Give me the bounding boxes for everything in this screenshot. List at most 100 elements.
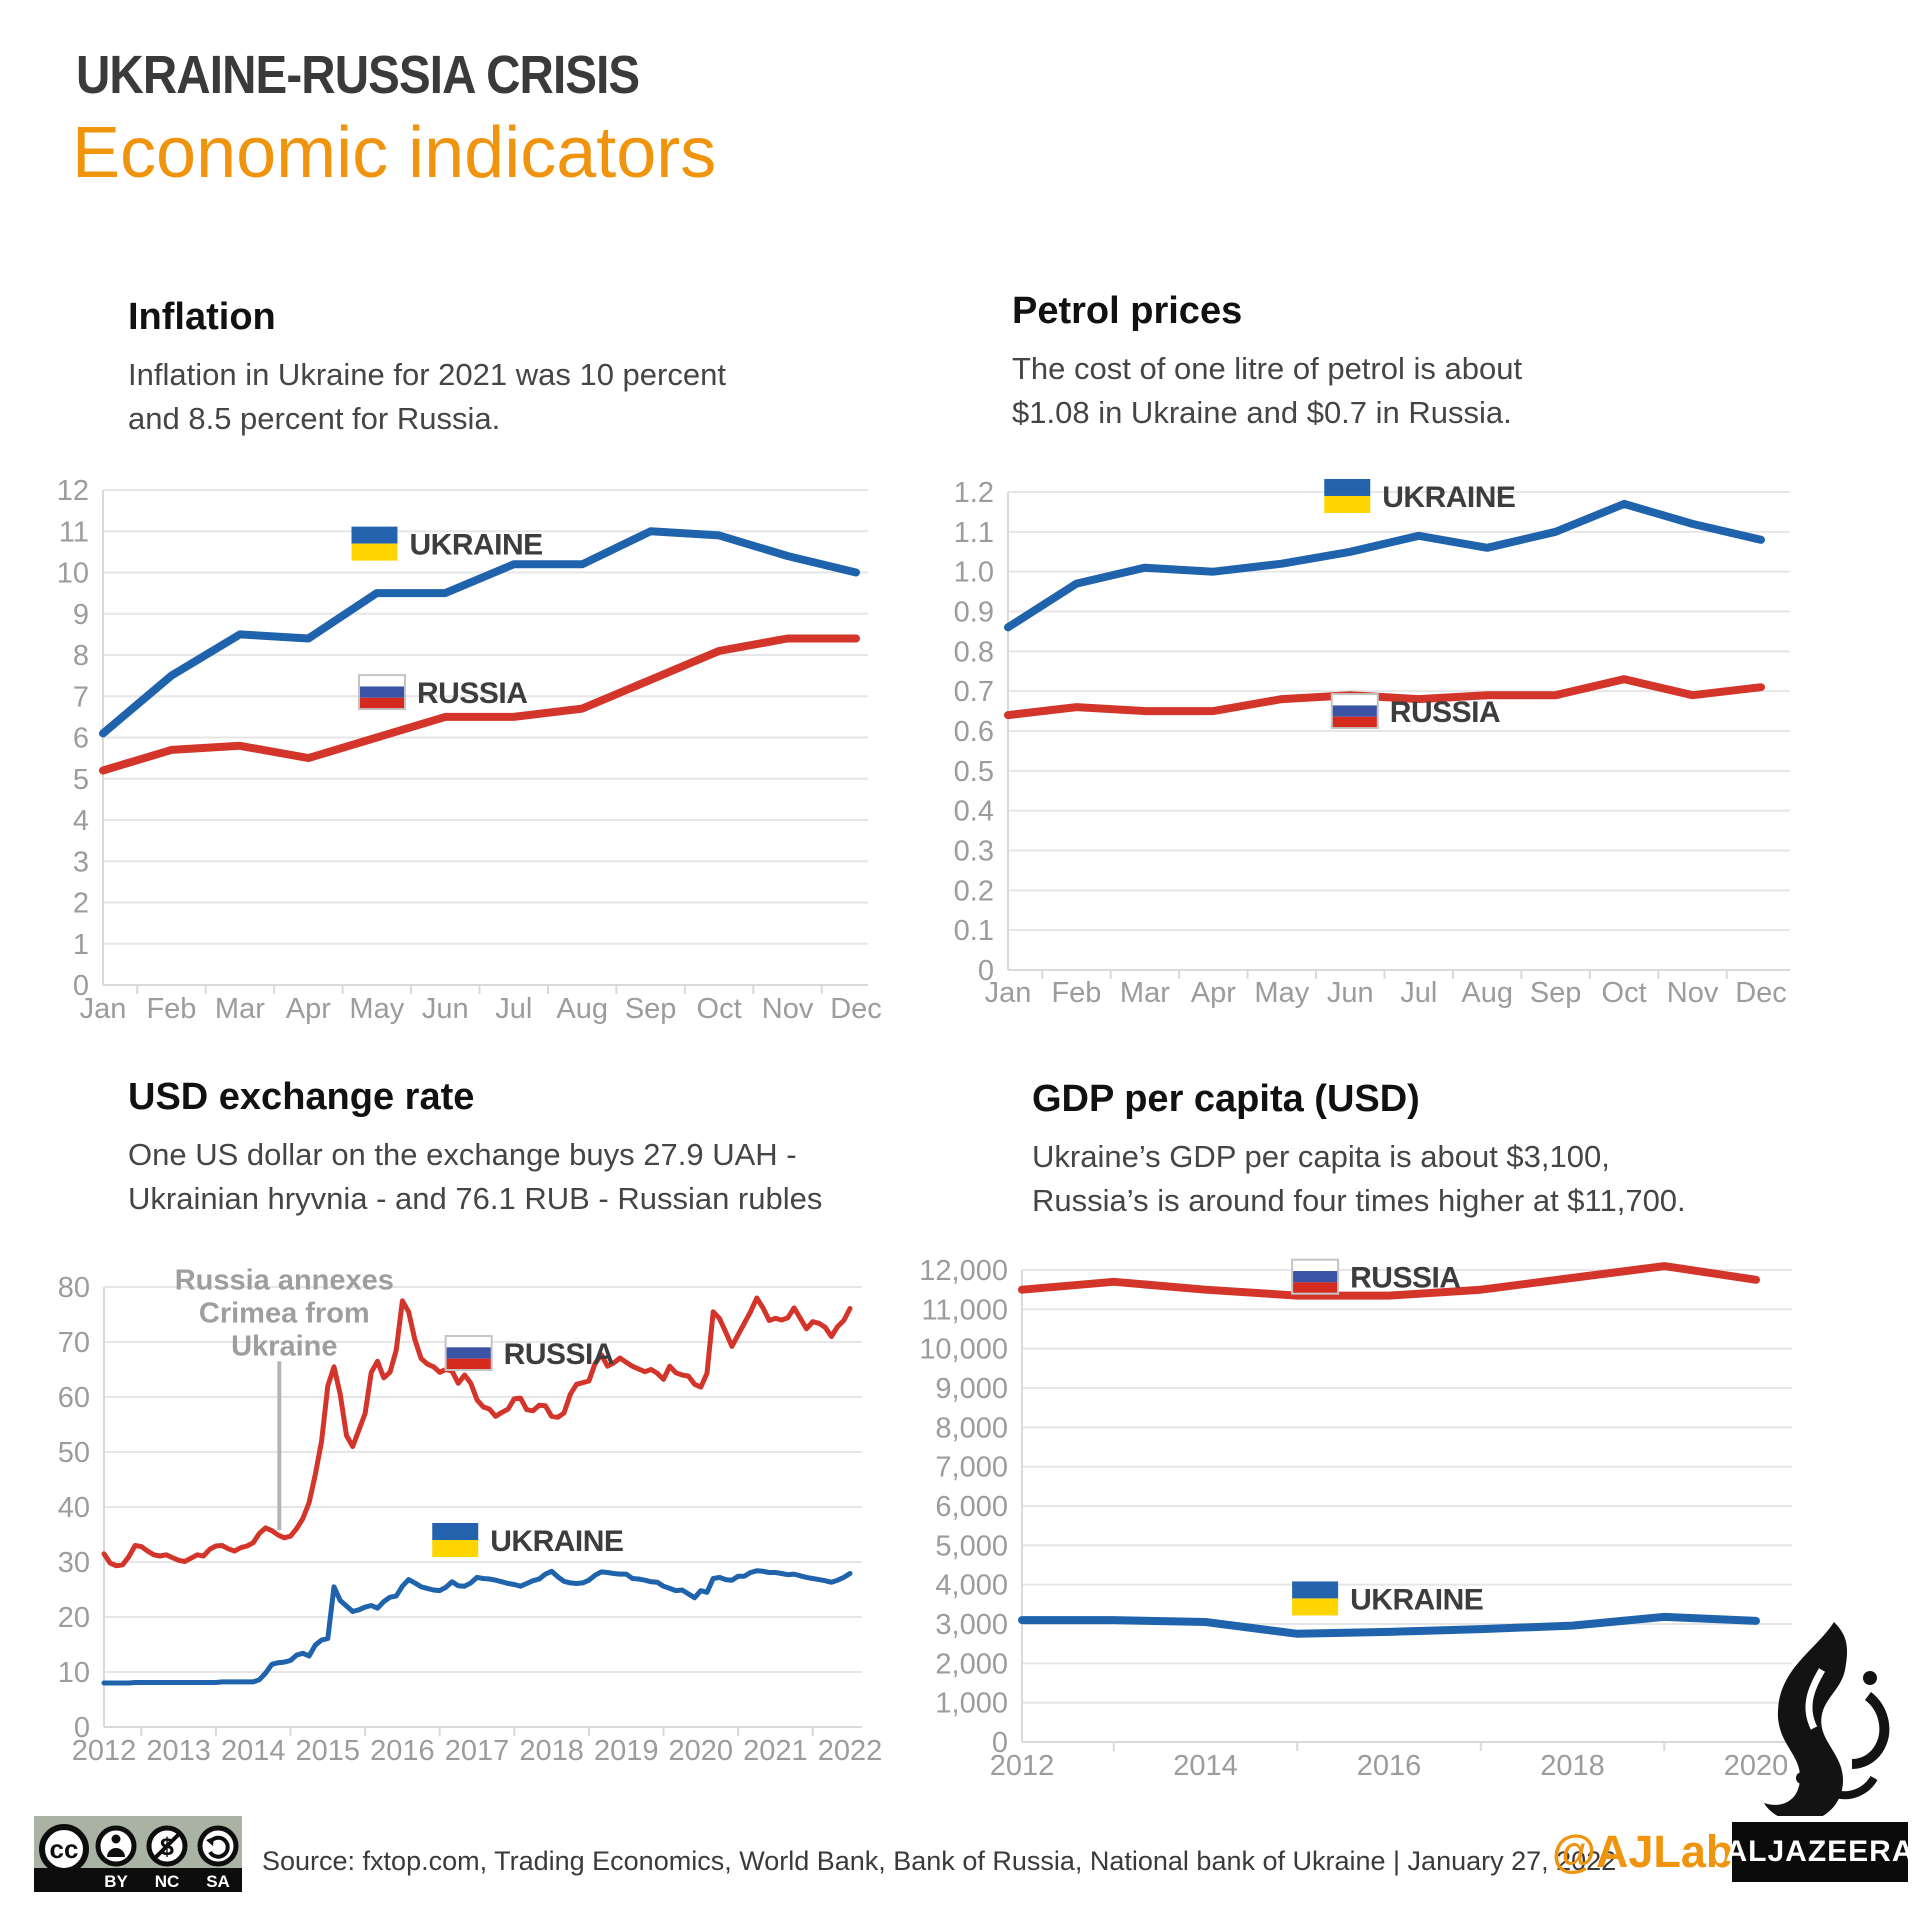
usd-x-tick-label: 2020 — [669, 1735, 734, 1767]
page-kicker: UKRAINE-RUSSIA CRISIS — [76, 45, 640, 105]
petrol-x-tick-label: Jan — [985, 977, 1032, 1009]
cc-sa-icon — [197, 1825, 239, 1867]
inflation-y-tick-label: 2 — [73, 888, 89, 920]
usd-legend-ukraine: UKRAINE — [432, 1523, 624, 1558]
petrol-x-tick-label: Nov — [1667, 977, 1719, 1009]
petrol-y-tick-label: 0.9 — [954, 597, 994, 629]
gdp-subtitle-line2: Russia’s is around four times higher at … — [1032, 1183, 1686, 1218]
inflation-x-tick-label: May — [349, 993, 404, 1025]
usd-x-tick-label: 2019 — [594, 1735, 659, 1767]
ukraine-flag-icon — [432, 1523, 479, 1557]
petrol-y-tick-label: 0.6 — [954, 716, 994, 748]
usd-x-tick-label: 2017 — [445, 1735, 510, 1767]
usd-y-tick-label: 20 — [58, 1602, 90, 1634]
aljazeera-wordmark: ALJAZEERA — [1726, 1822, 1914, 1882]
inflation-heading: Inflation Inflation in Ukraine for 2021 … — [128, 296, 726, 441]
ukraine-flag-icon — [351, 526, 398, 561]
gdp-ukraine-line — [1018, 1612, 1760, 1638]
gdp-russia-line — [1018, 1262, 1760, 1300]
inflation-y-tick-label: 0 — [73, 970, 89, 1002]
usd-ukraine-line — [101, 1568, 853, 1686]
usd-legend-label-ukraine: UKRAINE — [490, 1525, 623, 1558]
inflation-russia-line — [99, 634, 860, 775]
inflation-legend-russia: RUSSIA — [358, 674, 528, 711]
petrol-y-tick-label: 1.0 — [954, 557, 994, 589]
usd-legend-russia: RUSSIA — [444, 1335, 615, 1371]
russia-flag-icon — [1291, 1258, 1340, 1295]
usd-y-tick-label: 50 — [58, 1437, 90, 1469]
petrol-x-tick-label: Oct — [1602, 977, 1647, 1009]
inflation-y-tick-label: 8 — [73, 640, 89, 672]
inflation-y-tick-label: 11 — [59, 516, 89, 548]
usd-title: USD exchange rate — [128, 1076, 475, 1118]
usd-y-tick-label: 30 — [58, 1547, 90, 1579]
usd-y-tick-label: 40 — [58, 1492, 90, 1524]
gdp-legend-ukraine: UKRAINE — [1292, 1581, 1484, 1616]
inflation-y-tick-label: 4 — [73, 805, 89, 837]
usd-x-tick-label: 2018 — [519, 1735, 584, 1767]
inflation-x-tick-label: Oct — [697, 993, 742, 1025]
usd-x-tick-label: 2012 — [72, 1735, 137, 1767]
petrol-heading: Petrol prices The cost of one litre of p… — [1012, 290, 1522, 435]
inflation-y-tick-label: 7 — [73, 681, 89, 713]
petrol-y-tick-label: 0.5 — [954, 756, 994, 788]
inflation-y-tick-label: 1 — [73, 929, 89, 961]
russia-flag-icon — [1330, 693, 1379, 730]
inflation-x-tick-label: Nov — [762, 993, 814, 1025]
inflation-subtitle-line2: and 8.5 percent for Russia. — [128, 401, 501, 436]
inflation-y-tick-label: 10 — [57, 558, 89, 590]
gdp-x-tick-label: 2020 — [1724, 1750, 1789, 1782]
petrol-y-tick-label: 0 — [978, 955, 994, 987]
gdp-y-tick-label: 9,000 — [935, 1373, 1008, 1405]
petrol-y-tick-label: 0.2 — [954, 875, 994, 907]
gdp-y-tick-label: 11,000 — [921, 1294, 1008, 1326]
inflation-x-tick-label: Jan — [80, 993, 127, 1025]
inflation-x-tick-label: Dec — [830, 993, 882, 1025]
usd-y-tick-label: 10 — [58, 1657, 90, 1689]
gdp-y-tick-label: 6,000 — [935, 1491, 1008, 1523]
petrol-y-tick-label: 0.3 — [954, 836, 994, 868]
gdp-y-tick-label: 0 — [992, 1727, 1008, 1759]
gdp-y-tick-label: 2,000 — [935, 1648, 1008, 1680]
svg-text:cc: cc — [50, 1834, 79, 1864]
usd-subtitle-line1: One US dollar on the exchange buys 27.9 … — [128, 1137, 797, 1172]
petrol-x-tick-label: Jul — [1400, 977, 1437, 1009]
usd-annotation-text: Russia annexes — [175, 1264, 394, 1296]
petrol-legend-label-russia: RUSSIA — [1390, 696, 1500, 729]
inflation-subtitle-line1: Inflation in Ukraine for 2021 was 10 per… — [128, 357, 726, 392]
petrol-y-tick-label: 1.2 — [954, 477, 994, 509]
inflation-x-tick-label: Apr — [286, 993, 331, 1025]
petrol-legend-label-ukraine: UKRAINE — [1382, 481, 1515, 514]
petrol-y-tick-label: 0.4 — [954, 796, 994, 828]
inflation-ukraine-line — [99, 527, 860, 738]
gdp-x-tick-label: 2018 — [1540, 1750, 1605, 1782]
usd-legend-label-russia: RUSSIA — [504, 1338, 614, 1371]
chart-petrol: 0 0.1 0.2 0.3 0.4 0.5 0.6 0.7 0.8 0.9 1.0 1.1 1.2 Jan… — [954, 477, 1790, 1009]
cc-by-icon — [95, 1825, 137, 1867]
ukraine-flag-icon — [1292, 1581, 1339, 1616]
usd-x-tick-label: 2014 — [221, 1735, 286, 1767]
gdp-x-tick-label: 2012 — [990, 1750, 1055, 1782]
usd-x-tick-label: 2013 — [146, 1735, 211, 1767]
page-title: Economic indicators — [72, 113, 717, 193]
petrol-legend-ukraine: UKRAINE — [1324, 478, 1516, 514]
cc-license-badge: cc $ BY NC SA — [34, 1816, 242, 1892]
aljazeera-wordmark-text: ALJAZEERA — [1725, 1835, 1915, 1868]
ukraine-flag-icon — [1324, 478, 1371, 513]
gdp-title: GDP per capita (USD) — [1032, 1078, 1420, 1120]
petrol-subtitle-line2: $1.08 in Ukraine and $0.7 in Russia. — [1012, 395, 1512, 430]
petrol-x-tick-label: Mar — [1120, 977, 1170, 1009]
inflation-x-tick-label: Jun — [422, 993, 469, 1025]
usd-x-tick-label: 2021 — [743, 1735, 808, 1767]
petrol-y-tick-label: 0.1 — [954, 915, 994, 947]
petrol-ukraine-line — [1004, 499, 1765, 632]
petrol-y-tick-label: 0.7 — [954, 676, 994, 708]
petrol-x-tick-label: Apr — [1191, 977, 1236, 1009]
gdp-y-tick-label: 10,000 — [919, 1334, 1008, 1366]
usd-russia-line — [101, 1295, 853, 1569]
gdp-y-tick-label: 3,000 — [935, 1609, 1008, 1641]
gdp-x-tick-label: 2014 — [1173, 1750, 1238, 1782]
usd-x-tick-label: 2015 — [296, 1735, 361, 1767]
